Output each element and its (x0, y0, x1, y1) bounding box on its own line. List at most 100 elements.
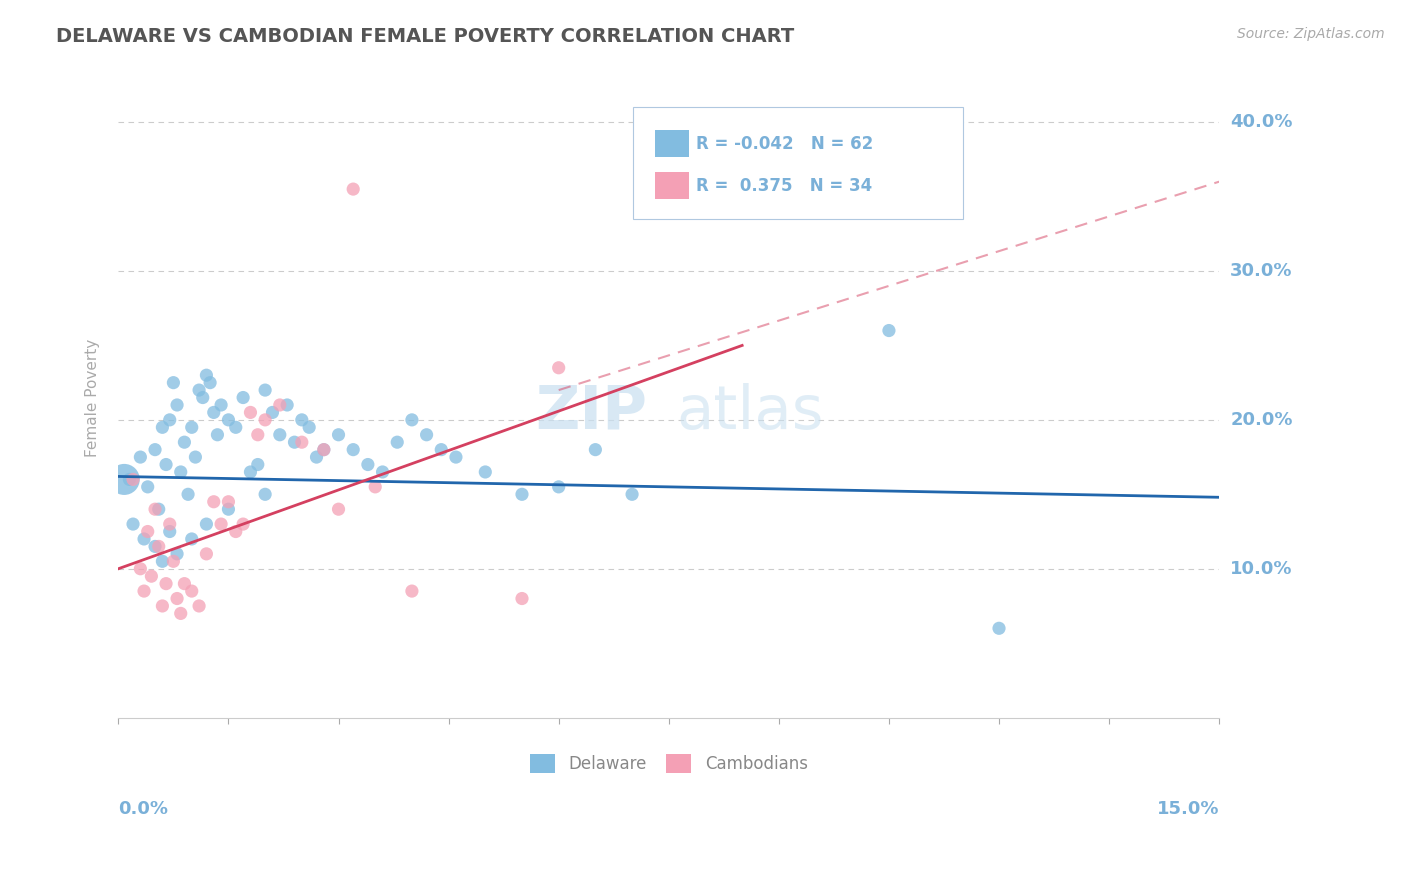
Point (291, 413, 314, 427)
Point (148, 540, 170, 554)
Point (209, 398, 232, 412)
Point (209, 517, 232, 532)
Point (150, 554, 173, 568)
Point (173, 576, 195, 591)
Text: R = -0.042   N = 62: R = -0.042 N = 62 (696, 135, 873, 153)
Point (136, 524, 159, 539)
Point (217, 413, 239, 427)
Point (262, 405, 284, 419)
Text: 0.0%: 0.0% (118, 799, 169, 817)
Point (342, 182, 364, 196)
Point (202, 495, 225, 509)
Point (401, 584, 423, 599)
Point (195, 547, 218, 561)
Point (430, 442, 453, 457)
Point (401, 413, 423, 427)
Point (291, 435, 314, 450)
Point (159, 524, 181, 539)
Point (159, 413, 181, 427)
Point (254, 383, 277, 397)
Point (583, 442, 606, 457)
Point (387, 435, 409, 450)
Point (988, 621, 1011, 635)
Point (239, 465, 262, 479)
Point (118, 472, 141, 486)
Point (150, 599, 173, 613)
Point (155, 576, 177, 591)
Point (166, 547, 188, 561)
Point (621, 487, 644, 501)
Text: DELAWARE VS CAMBODIAN FEMALE POVERTY CORRELATION CHART: DELAWARE VS CAMBODIAN FEMALE POVERTY COR… (56, 27, 794, 45)
Point (129, 450, 152, 464)
Text: R =  0.375   N = 34: R = 0.375 N = 34 (696, 177, 872, 194)
Point (510, 487, 533, 501)
Point (225, 420, 247, 434)
Point (269, 398, 291, 412)
Text: ZIP: ZIP (534, 383, 647, 442)
Text: 20.0%: 20.0% (1230, 411, 1292, 429)
Point (112, 472, 135, 486)
Point (254, 487, 277, 501)
Point (162, 554, 184, 568)
Point (415, 427, 437, 442)
Point (132, 532, 155, 546)
Point (180, 532, 202, 546)
Text: 10.0%: 10.0% (1230, 560, 1292, 578)
Point (305, 450, 328, 464)
Point (254, 413, 277, 427)
Point (155, 458, 177, 472)
Point (312, 442, 335, 457)
Point (162, 376, 184, 390)
Point (207, 427, 229, 442)
Point (246, 427, 269, 442)
Point (217, 502, 239, 516)
Text: 40.0%: 40.0% (1230, 113, 1292, 131)
Point (180, 584, 202, 599)
Point (180, 420, 202, 434)
Point (166, 398, 188, 412)
Point (202, 405, 225, 419)
Point (122, 472, 145, 486)
Point (444, 450, 467, 464)
Point (132, 584, 155, 599)
Point (129, 562, 152, 576)
Point (239, 405, 262, 419)
Point (298, 420, 321, 434)
Point (195, 517, 218, 532)
Point (547, 360, 569, 375)
Point (246, 458, 269, 472)
Y-axis label: Female Poverty: Female Poverty (86, 338, 100, 457)
Point (232, 391, 254, 405)
Point (170, 465, 193, 479)
Text: Source: ZipAtlas.com: Source: ZipAtlas.com (1237, 27, 1385, 41)
Point (217, 495, 239, 509)
Point (143, 442, 166, 457)
Point (195, 368, 218, 383)
Point (143, 540, 166, 554)
Point (371, 465, 394, 479)
Point (198, 376, 221, 390)
Point (474, 465, 496, 479)
Point (312, 442, 335, 457)
Point (184, 450, 207, 464)
Point (173, 435, 195, 450)
Point (225, 524, 247, 539)
Point (276, 398, 298, 412)
Point (188, 383, 211, 397)
Point (342, 442, 364, 457)
Point (191, 391, 214, 405)
Point (877, 324, 900, 338)
Point (143, 502, 166, 516)
Point (547, 480, 569, 494)
Point (357, 458, 380, 472)
Point (328, 427, 350, 442)
Point (232, 517, 254, 532)
Point (188, 599, 211, 613)
Point (166, 591, 188, 606)
Legend: Delaware, Cambodians: Delaware, Cambodians (523, 747, 814, 780)
Point (170, 607, 193, 621)
Point (269, 427, 291, 442)
Point (177, 487, 200, 501)
Point (510, 591, 533, 606)
Point (328, 502, 350, 516)
